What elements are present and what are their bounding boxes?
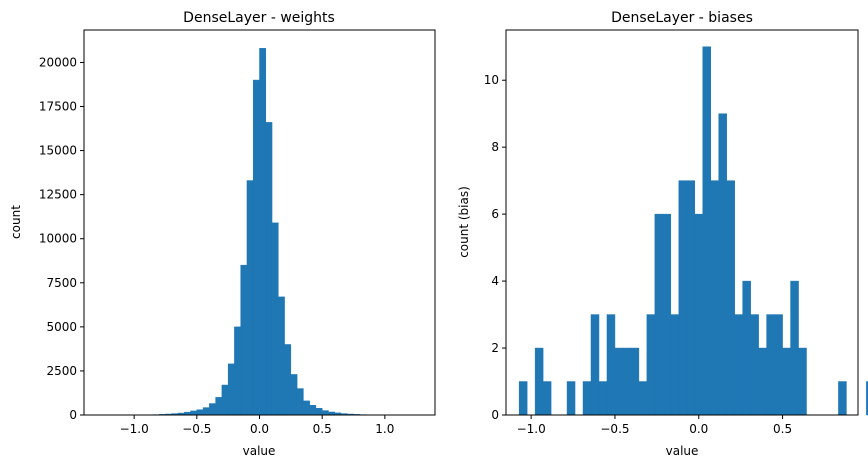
biases-chart-title: DenseLayer - biases	[611, 10, 753, 26]
biases-y-tick-label: 4	[491, 274, 499, 288]
biases-bar	[702, 46, 711, 416]
biases-y-tick-label: 8	[491, 140, 499, 154]
biases-x-tick-label: 0.0	[689, 422, 708, 436]
biases-bar	[742, 280, 751, 416]
biases-x-tick-label: 0.5	[773, 422, 792, 436]
weights-bar	[215, 397, 223, 416]
weights-x-tick-label: −1.0	[120, 422, 149, 436]
biases-bar	[710, 180, 719, 416]
biases-bar	[606, 314, 616, 416]
weights-y-tick-label: 10000	[39, 232, 77, 246]
biases-bar	[866, 381, 868, 416]
biases-bar	[790, 280, 799, 416]
biases-bar	[774, 314, 783, 416]
weights-bar	[209, 403, 216, 416]
biases-bar	[718, 113, 727, 416]
biases-bar	[622, 347, 632, 416]
weights-bar	[321, 410, 329, 416]
biases-bar	[798, 347, 807, 416]
weights-y-ticks: 0 2500 5000 7500 10000 12500 15000 17500 20000	[39, 55, 84, 422]
weights-x-tick-label: −0.5	[182, 422, 211, 436]
weights-bar	[240, 264, 248, 416]
biases-bar	[838, 381, 847, 416]
biases-bar	[630, 347, 640, 416]
biases-bar	[542, 381, 552, 416]
biases-bar	[590, 314, 600, 416]
weights-bar	[202, 407, 210, 416]
biases-bar	[566, 381, 576, 416]
biases-y-tick-label: 0	[491, 408, 499, 422]
biases-bar	[638, 381, 648, 416]
weights-bar	[252, 79, 260, 416]
biases-bars	[518, 46, 868, 416]
weights-chart-title: DenseLayer - weights	[183, 10, 335, 26]
weights-x-tick-label: 0.0	[250, 422, 269, 436]
biases-bar	[646, 314, 656, 416]
biases-bar	[782, 347, 791, 416]
biases-y-ticks: 0 2 4 6 8 10	[484, 73, 506, 422]
weights-bar	[303, 400, 310, 416]
weights-bar	[284, 344, 292, 416]
biases-bar	[598, 381, 608, 416]
biases-x-tick-label: −0.5	[600, 422, 629, 436]
biases-bar	[670, 314, 680, 416]
weights-y-tick-label: 2500	[46, 364, 77, 378]
weights-bars	[133, 48, 386, 416]
biases-bar	[758, 347, 767, 416]
biases-bar	[654, 213, 664, 416]
weights-bar	[246, 180, 254, 416]
weights-bar	[196, 409, 204, 416]
weights-y-tick-label: 15000	[39, 144, 77, 158]
weights-histogram-panel: DenseLayer - weights 0 2500 5000 7500 10000 1…	[9, 10, 436, 458]
weights-y-tick-label: 20000	[39, 55, 77, 69]
weights-x-axis-label: value	[243, 444, 276, 458]
biases-axes-frame	[505, 29, 859, 416]
biases-bar	[534, 347, 544, 416]
biases-bar	[734, 314, 743, 416]
biases-bar	[766, 314, 775, 416]
weights-y-tick-label: 7500	[46, 276, 77, 290]
biases-bar	[694, 213, 704, 416]
biases-x-tick-label: −1.0	[517, 422, 546, 436]
weights-bar	[227, 363, 235, 416]
weights-bar	[315, 408, 323, 416]
weights-bar	[271, 222, 279, 416]
biases-x-ticks: −1.0 −0.5 0.0 0.5	[517, 415, 792, 436]
weights-y-tick-label: 12500	[39, 188, 77, 202]
biases-bar	[686, 180, 696, 416]
weights-y-tick-label: 17500	[39, 100, 77, 114]
biases-bar	[662, 213, 672, 416]
biases-bar	[582, 381, 592, 416]
weights-y-tick-label: 5000	[46, 320, 77, 334]
biases-y-axis-label: count (bias)	[457, 186, 471, 258]
weights-bar	[278, 296, 285, 416]
weights-y-tick-label: 0	[69, 408, 77, 422]
biases-bar	[726, 180, 735, 416]
biases-x-axis-label: value	[666, 444, 699, 458]
weights-bar	[265, 122, 273, 416]
biases-histogram-panel: DenseLayer - biases 0 2 4 6 8 10 −1.0 −0.5 0.0 0…	[457, 10, 868, 458]
biases-y-tick-label: 10	[484, 73, 499, 87]
biases-y-tick-label: 6	[491, 207, 499, 221]
weights-bar	[290, 374, 298, 416]
weights-bar	[309, 405, 317, 416]
weights-x-ticks: −1.0 −0.5 0.0 0.5 1.0	[120, 415, 394, 436]
weights-bar	[234, 326, 241, 416]
biases-bar	[614, 347, 624, 416]
weights-x-tick-label: 0.5	[313, 422, 332, 436]
biases-bar	[678, 180, 688, 416]
weights-bar	[296, 388, 304, 416]
weights-y-axis-label: count	[9, 205, 23, 239]
weights-bar	[221, 384, 229, 416]
weights-bar	[190, 410, 198, 416]
weights-x-tick-label: 1.0	[375, 422, 394, 436]
weights-axes-frame	[83, 29, 436, 416]
biases-y-tick-label: 2	[491, 341, 499, 355]
biases-bar	[518, 381, 528, 416]
weights-bar	[259, 48, 267, 416]
biases-bar	[750, 314, 759, 416]
